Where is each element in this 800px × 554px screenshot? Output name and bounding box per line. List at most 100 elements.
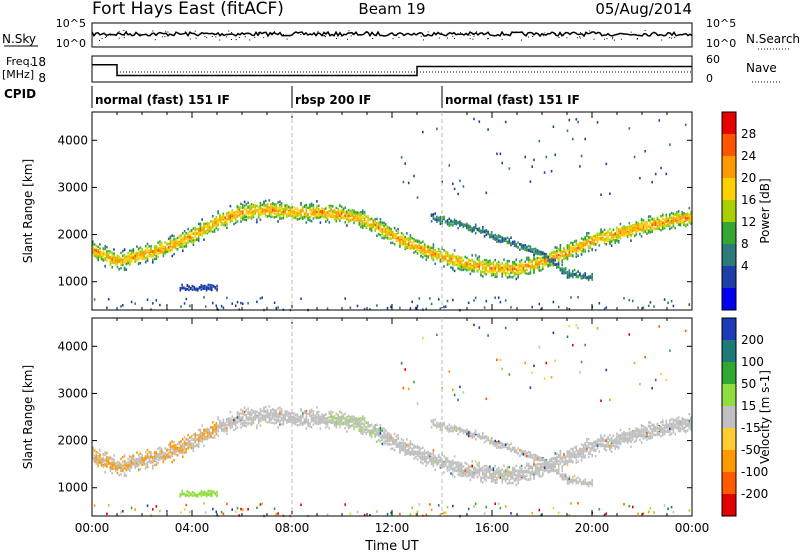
power-cell: [504, 120, 507, 124]
velocity-cell: [242, 415, 244, 419]
power-cell: [250, 203, 253, 206]
velocity-cell: [162, 460, 165, 464]
power-cell: [536, 249, 539, 252]
power-cell: [264, 210, 267, 213]
velocity-cell: [197, 443, 200, 446]
power-cell: [450, 254, 452, 258]
power-cell: [166, 250, 168, 254]
velocity-cell: [266, 411, 269, 415]
velocity-cell: [197, 437, 200, 441]
velocity-cell: [263, 406, 265, 410]
power-cell: [538, 261, 541, 264]
noise-search-point: [324, 34, 326, 36]
power-cell: [358, 214, 361, 217]
power-cell: [250, 206, 253, 209]
velocity-cell: [252, 420, 255, 423]
power-cell: [467, 258, 470, 262]
velocity-cell: [294, 417, 297, 421]
power-cell: [104, 257, 106, 260]
power-cell: [577, 243, 579, 246]
power-cell: [471, 227, 473, 230]
power-cell: [432, 217, 435, 220]
power-cell: [93, 248, 96, 252]
power-cell: [563, 270, 565, 273]
velocity-cell: [150, 453, 152, 456]
power-cell: [649, 229, 652, 233]
power-cell: [534, 262, 537, 265]
velocity-cell: [238, 415, 241, 419]
power-cell: [474, 254, 477, 257]
power-cell: [637, 306, 639, 309]
power-cell: [123, 254, 126, 257]
velocity-cell: [236, 416, 239, 419]
power-cell: [499, 263, 502, 266]
power-cell: [337, 207, 339, 211]
velocity-cell: [97, 451, 99, 455]
power-cell: [268, 213, 271, 216]
power-cell: [527, 258, 530, 262]
velocity-cell: [118, 474, 121, 477]
power-cell: [226, 218, 228, 221]
power-cell: [517, 265, 519, 268]
power-cell: [183, 237, 186, 241]
velocity-cell: [201, 434, 203, 438]
power-cell: [286, 215, 288, 218]
power-cell: [437, 247, 440, 251]
power-cell: [196, 238, 198, 241]
velocity-cell: [236, 506, 239, 510]
velocity-cell: [217, 434, 219, 437]
velocity-cell: [277, 416, 279, 419]
power-cell: [483, 230, 486, 234]
power-cell: [526, 249, 528, 252]
power-cell: [616, 226, 618, 229]
power-cell: [104, 247, 106, 251]
power-cell: [289, 206, 292, 210]
power-cell: [510, 306, 512, 309]
power-cell: [538, 139, 541, 143]
power-cell: [92, 243, 94, 246]
power-cell: [379, 223, 382, 226]
power-cell: [490, 231, 493, 234]
power-cell: [466, 225, 468, 228]
noise-search-point: [189, 38, 191, 40]
velocity-cell: [189, 445, 191, 449]
power-cell: [457, 221, 459, 224]
power-cell: [520, 258, 523, 262]
power-cell: [603, 307, 606, 311]
power-cell: [141, 251, 143, 254]
power-cell: [250, 217, 253, 220]
power-cell: [690, 219, 692, 222]
velocity-cell: [236, 420, 239, 423]
noise-search-point: [211, 36, 213, 38]
velocity-cell: [289, 412, 292, 416]
power-cell: [107, 253, 110, 257]
power-cell: [148, 254, 151, 258]
power-cell: [363, 210, 366, 214]
power-cell: [508, 275, 511, 279]
power-cell: [302, 208, 304, 211]
power-cell: [584, 274, 586, 278]
power-cell: [220, 216, 223, 219]
power-cell: [226, 220, 228, 224]
velocity-cell: [120, 511, 122, 514]
power-cell: [478, 120, 481, 123]
power-cell: [561, 271, 563, 275]
power-cell: [531, 265, 533, 268]
power-cell: [593, 241, 595, 245]
power-cell: [549, 252, 551, 256]
velocity-cell: [122, 466, 124, 469]
power-cell: [646, 229, 648, 232]
power-cell: [557, 305, 560, 309]
power-cell: [644, 222, 646, 226]
power-cell: [524, 246, 526, 250]
power-cell: [199, 229, 202, 232]
power-cell: [402, 236, 405, 239]
velocity-cell: [282, 422, 285, 426]
power-cell: [190, 287, 192, 291]
power-cell: [174, 244, 177, 248]
power-cell: [111, 258, 113, 261]
power-cell: [390, 230, 392, 233]
power-cell: [231, 213, 233, 216]
power-cell: [215, 223, 218, 226]
velocity-cell: [123, 467, 126, 470]
